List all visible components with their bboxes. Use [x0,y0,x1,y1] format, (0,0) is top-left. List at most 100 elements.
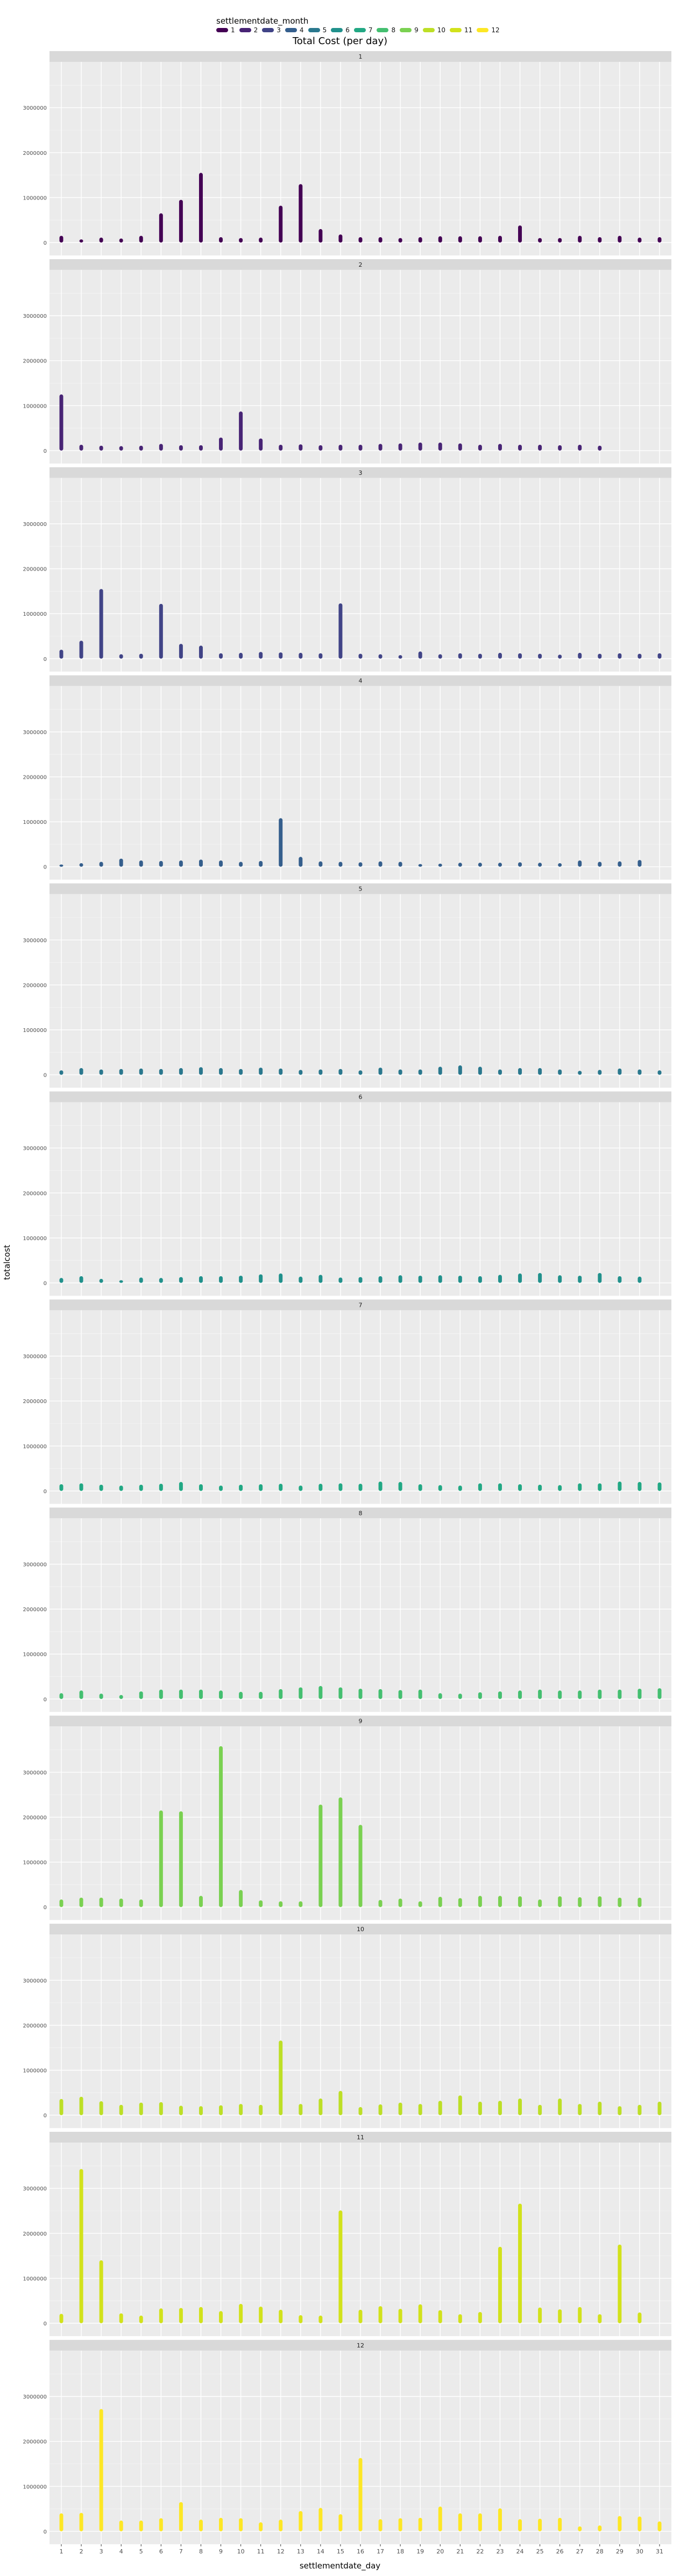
legend-item: 2 [239,26,258,34]
bar [139,445,143,451]
bar [438,1275,442,1283]
bar [338,2090,343,2116]
legend-item: 8 [377,26,395,34]
bar [458,1693,462,1699]
bar [259,1691,263,1699]
bar [538,238,542,243]
bar [478,236,482,243]
bar [219,2311,223,2323]
bar [418,1276,422,1283]
bar [558,2517,562,2531]
bar [618,653,622,659]
bar [478,863,482,867]
y-tick-label: 0 [44,1697,47,1703]
x-tick-label: 26 [556,2548,564,2555]
bar [179,2105,183,2116]
bar [79,2169,83,2323]
bar [618,1276,622,1283]
y-tick-label: 3000000 [23,730,47,736]
bar [159,2308,163,2323]
bar [378,1276,382,1283]
bar [119,654,123,659]
bar [299,184,303,243]
bar [398,1069,402,1075]
bar [578,445,582,451]
legend-label: 8 [391,26,396,34]
facet-strip-label: 3 [359,469,363,476]
bar [259,237,263,243]
x-tick-label: 13 [297,2548,304,2555]
x-tick-label: 7 [179,2548,183,2555]
bar [318,861,323,867]
bar [618,2244,622,2323]
facet-strip [49,1091,671,1102]
bar [179,1811,183,1908]
bar [59,1899,63,1908]
bar [358,1825,363,1908]
bar [398,1482,402,1491]
legend-label: 2 [253,26,258,34]
bar [219,1746,223,1908]
x-tick-label: 18 [396,2548,404,2555]
bar [279,652,283,659]
bar [59,2513,63,2531]
bar [418,1484,422,1491]
bar [418,864,422,867]
bar [538,863,542,867]
bar [79,239,83,243]
bar [498,1069,502,1075]
bar [578,1483,582,1491]
y-tick-label: 2000000 [23,2023,47,2029]
bar [558,1069,562,1075]
bar [199,859,203,867]
bar [159,444,163,451]
bar [458,863,462,867]
bar [299,2315,303,2323]
bar [398,862,402,867]
bar [338,862,343,867]
bar [618,1068,622,1075]
bar [239,2518,243,2531]
y-tick-label: 1000000 [23,2068,47,2074]
facet-strip-label: 6 [359,1094,363,1101]
bar [199,1689,203,1699]
bar [239,2304,243,2323]
bar [558,1896,562,1908]
bar [259,2522,263,2531]
bar [119,2104,123,2116]
bar [498,1275,502,1283]
bar [279,2040,283,2116]
bar [438,1485,442,1491]
bar [318,2315,323,2323]
bar [618,2516,622,2531]
bar [598,237,602,243]
legend-label: 3 [277,26,281,34]
y-tick-label: 2000000 [23,567,47,573]
bar [239,2104,243,2116]
bar [99,1069,103,1075]
bar [279,2309,283,2323]
y-tick-label: 0 [44,2529,47,2535]
bar [538,653,542,659]
bar [358,1070,363,1075]
x-tick-label: 16 [357,2548,364,2555]
y-tick-label: 1000000 [23,1860,47,1866]
bar [558,2098,562,2116]
bar [119,446,123,451]
bar [219,2105,223,2116]
y-tick-label: 0 [44,1073,47,1079]
bar [299,2104,303,2116]
bar [518,1690,522,1699]
y-tick-label: 2000000 [23,1399,47,1405]
bar [518,1896,522,1908]
bar [438,2506,442,2531]
y-tick-label: 1000000 [23,820,47,826]
bar [518,2519,522,2531]
y-tick-label: 3000000 [23,105,47,111]
bar [518,862,522,867]
bar [199,2307,203,2323]
bar [478,1896,482,1908]
bar [239,1890,243,1908]
bar [79,863,83,867]
